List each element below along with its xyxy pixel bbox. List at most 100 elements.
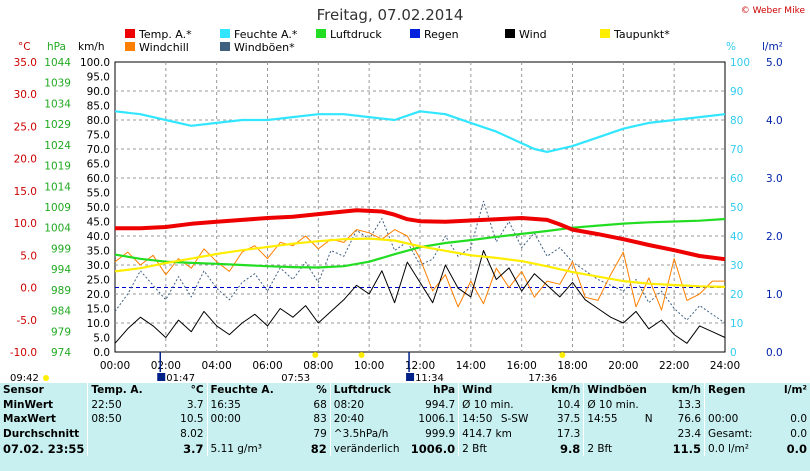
legend-label: Feuchte A.*: [234, 28, 298, 41]
statistics-table: Sensor Temp. A. °C Feuchte A. % Luftdruc…: [0, 383, 810, 456]
legend-label: Luftdruck: [330, 28, 382, 41]
temp-tick-label: 0.0: [20, 283, 37, 295]
stats-max-temp-value: 10.5: [180, 413, 204, 426]
wind-tick-label: 50.0: [87, 202, 110, 214]
pressure-tick-label: 1024: [44, 140, 71, 152]
wind-tick-label: 35.0: [87, 246, 110, 258]
stats-max-gust-value: 76.6: [677, 413, 702, 426]
rain-tick-label: 3.0: [766, 173, 783, 185]
pressure-tick-label: 1044: [44, 57, 71, 69]
stats-max-hum-value: 83: [313, 413, 327, 426]
stats-avg-wind-value: 17.3: [556, 428, 581, 441]
legend-swatch: [220, 42, 230, 51]
humidity-tick-label: 80: [730, 115, 743, 127]
wind-tick-label: 10.0: [87, 318, 110, 330]
stats-max-gust-direction: N: [644, 413, 653, 426]
pressure-tick-label: 1019: [44, 161, 71, 173]
rain-tick-label: 5.0: [766, 57, 783, 69]
temp-tick-label: 20.0: [14, 154, 37, 166]
humidity-tick-label: 50: [730, 202, 743, 214]
series-windben: [114, 200, 726, 324]
pressure-tick-label: 1009: [44, 202, 71, 214]
moon-icon: [406, 373, 415, 381]
stats-avg-gust-time: [583, 426, 656, 442]
stats-min-hum-value: 68: [313, 398, 327, 411]
stats-max-label: MaxWert: [3, 413, 56, 426]
stats-header-temp-unit: °C: [190, 384, 204, 397]
stats-header-temp: Temp. A.: [87, 383, 156, 398]
statistics-panel: Sensor Temp. A. °C Feuchte A. % Luftdruc…: [0, 383, 810, 471]
stats-avg-press-trend: ^3.5hPa/h: [329, 426, 407, 442]
sun-icon: [43, 375, 49, 381]
sun-icon: [312, 352, 319, 358]
pressure-tick-label: 1034: [44, 98, 71, 110]
pressure-tick-label: 989: [51, 285, 71, 297]
stats-avg-temp-value: 8.02: [180, 428, 204, 441]
stats-min-wind-time: Ø 10 min.: [458, 397, 532, 413]
series-taupunkt: [114, 237, 726, 288]
humidity-tick-label: 60: [730, 173, 743, 185]
legend: Temp. A.* Feuchte A.* Luftdruck Regen Wind Ta…: [125, 28, 670, 54]
pressure-tick-label: 1004: [44, 223, 71, 235]
legend-swatch: [125, 29, 135, 38]
stats-max-wind-value: 37.5: [556, 413, 581, 426]
axis-ticks: 35.0 30.0 25.0 20.0 15.0 10.0 5.0 0.0 -5.0 -10.0 1…: [10, 57, 783, 372]
humidity-unit-label: %: [726, 41, 736, 53]
pressure-tick-label: 1014: [44, 181, 71, 193]
stats-min-gust-value: 13.3: [677, 398, 702, 411]
legend-label: Regen: [424, 28, 459, 41]
humidity-tick-label: 70: [730, 144, 743, 156]
temp-tick-label: 10.0: [14, 218, 37, 230]
stats-min-temp-value: 3.7: [186, 398, 204, 411]
stats-avg-hum-value: 79: [313, 428, 327, 441]
pressure-tick-label: 1039: [44, 78, 71, 90]
stats-avg-rain-value: 0.0: [790, 428, 807, 441]
sun-time-label: 09:42: [10, 373, 39, 383]
wind-tick-label: 5.0: [93, 333, 110, 345]
legend-swatch: [316, 29, 326, 38]
temp-tick-label: 5.0: [20, 250, 37, 262]
stats-max-temp-time: 08:50: [87, 412, 156, 427]
x-tick-label: 24:00: [710, 360, 740, 372]
humidity-tick-label: 20: [730, 289, 743, 301]
wind-tick-label: 80.0: [87, 115, 110, 127]
wind-tick-label: 90.0: [87, 86, 110, 98]
legend-label: Taupunkt*: [613, 28, 670, 41]
stats-max-rain-value: 0.0: [790, 413, 807, 426]
x-tick-label: 10:00: [354, 360, 384, 372]
sun-icon: [559, 352, 566, 358]
sun-icon: [358, 352, 365, 358]
wind-tick-label: 20.0: [87, 289, 110, 301]
pressure-unit-label: hPa: [47, 41, 66, 53]
wind-tick-label: 45.0: [87, 217, 110, 229]
x-tick-label: 14:00: [456, 360, 486, 372]
moon-time-label: 01:47: [166, 373, 195, 383]
pressure-tick-label: 984: [51, 306, 71, 318]
wind-tick-label: 30.0: [87, 260, 110, 272]
stats-avg-gust-value: 23.4: [677, 428, 702, 441]
stats-avg-row: Durchschnitt 8.02 79 ^3.5hPa/h 999.9 414…: [0, 426, 810, 442]
x-tick-label: 08:00: [303, 360, 333, 372]
stats-header-gust-unit: km/h: [671, 384, 702, 397]
temp-tick-label: -10.0: [10, 347, 37, 359]
legend-swatch: [505, 29, 515, 38]
rain-tick-label: 0.0: [766, 347, 783, 359]
stats-min-label: MinWert: [3, 398, 54, 411]
stats-max-hum-time: 00:00: [206, 412, 283, 427]
stats-header-wind: Wind: [458, 383, 532, 398]
stats-max-gust-time: 14:55 N: [583, 412, 656, 427]
legend-label: Wind: [519, 28, 547, 41]
stats-current-wind-value: 9.8: [559, 441, 581, 456]
stats-header-hum-unit: %: [316, 384, 327, 397]
stats-min-row: MinWert 22:50 3.7 16:35 68 08:20 994.7 Ø…: [0, 397, 810, 413]
x-tick-label: 04:00: [202, 360, 232, 372]
wind-unit-label: km/h: [78, 41, 105, 53]
stats-current-abs-humidity: 5.11 g/m³: [206, 441, 283, 456]
x-tick-label: 20:00: [608, 360, 638, 372]
stats-current-row: 07.02. 23:55 3.7 5.11 g/m³ 82 veränderli…: [0, 441, 810, 456]
stats-current-rain-text: 0.0 l/m²: [704, 441, 766, 456]
wind-tick-label: 55.0: [87, 188, 110, 200]
pressure-tick-label: 974: [51, 347, 71, 359]
stats-current-gust-bft: 2 Bft: [583, 441, 656, 456]
x-tick-label: 06:00: [252, 360, 282, 372]
